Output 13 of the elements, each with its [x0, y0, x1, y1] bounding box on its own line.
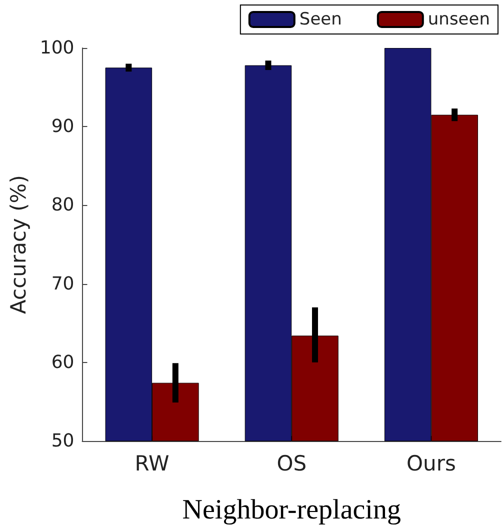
- y-axis-title: Accuracy (%): [6, 175, 30, 314]
- y-tick-label: 80: [51, 194, 74, 216]
- x-tick-label: Ours: [406, 452, 456, 476]
- x-tick-label: RW: [134, 452, 170, 476]
- y-tick-label: 90: [51, 116, 74, 138]
- x-axis-title: Neighbor-replacing: [182, 494, 401, 526]
- y-tick-label: 70: [51, 273, 74, 294]
- y-tick-label: 100: [40, 38, 74, 58]
- x-tick-label: OS: [276, 452, 307, 476]
- y-tick-label: 50: [51, 430, 74, 452]
- legend-label: unseen: [428, 10, 490, 30]
- y-tick-label: 60: [51, 352, 74, 373]
- legend-label: Seen: [299, 10, 342, 30]
